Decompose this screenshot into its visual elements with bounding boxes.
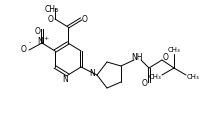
Text: N: N bbox=[89, 69, 95, 78]
Text: N: N bbox=[37, 37, 43, 46]
Text: N: N bbox=[62, 75, 68, 84]
Text: CH₃: CH₃ bbox=[187, 74, 199, 80]
Text: O: O bbox=[82, 15, 88, 24]
Text: NH: NH bbox=[131, 54, 143, 63]
Text: O: O bbox=[163, 54, 169, 63]
Text: O: O bbox=[142, 79, 148, 89]
Text: O: O bbox=[48, 15, 54, 24]
Text: O: O bbox=[21, 45, 27, 54]
Text: CH₃: CH₃ bbox=[168, 47, 180, 53]
Text: +: + bbox=[43, 36, 49, 41]
Text: -: - bbox=[29, 41, 31, 45]
Text: O: O bbox=[35, 27, 41, 36]
Text: CH₃: CH₃ bbox=[149, 74, 161, 80]
Text: CH₃: CH₃ bbox=[45, 6, 59, 15]
